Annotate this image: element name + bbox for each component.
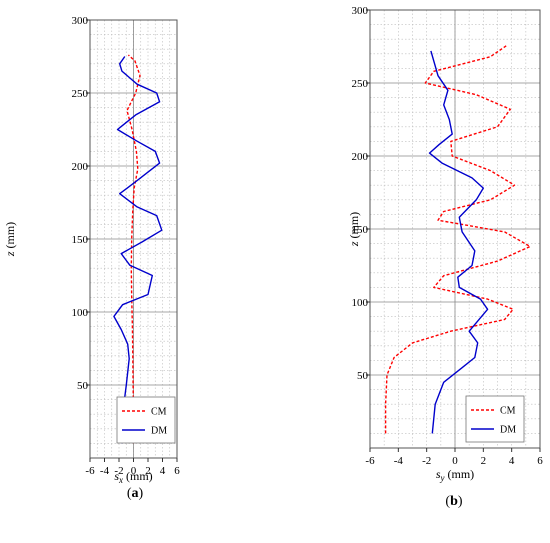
panel-b-y-tick-label: 100: [352, 297, 369, 309]
panel-a-chart: -6 -4 -2 0 2 4 6 50 100 150 200 250 300 sx (mm) z (mm)…: [3, 15, 180, 501]
panel-a-y-axis-label: z (mm): [3, 222, 17, 257]
panel-b-y-tick-label: 250: [352, 78, 369, 90]
panel-b-y-tick-label: 300: [352, 5, 369, 17]
panel-b-legend: CM DM: [465, 395, 525, 443]
panel-b-x-tick-label: -2: [422, 455, 431, 467]
panel-a-x-tick-label: -6: [85, 465, 95, 477]
panel-b-y-tick-label: 150: [352, 224, 369, 236]
panel-a-x-tick-label: 2: [145, 465, 151, 477]
panel-a-x-tick-label: -2: [114, 465, 123, 477]
panel-a-legend-label-cm: CM: [151, 407, 167, 418]
panel-b-x-tick-label: 4: [509, 455, 515, 467]
panel-b-legend-box: [465, 395, 525, 443]
panel-b-series-dm-line: [428, 50, 489, 434]
panel-a-y-tick-label: 150: [72, 234, 89, 246]
panel-a-panel-label: (a): [127, 486, 144, 501]
panel-b-y-tick-label: 200: [352, 151, 369, 163]
panel-b-legend-label-cm: CM: [500, 406, 516, 417]
panel-a-y-tick-label: 200: [72, 161, 89, 173]
panel-b-x-axis-label: sy (mm): [436, 467, 474, 483]
panel-b-series-cm-line: [384, 44, 531, 434]
panel-a-legend-label-dm: DM: [151, 426, 167, 437]
panel-b-y-tick-label: 50: [357, 370, 369, 382]
panel-b-x-tick-label: 0: [452, 455, 458, 467]
panel-b-legend-label-dm: DM: [500, 425, 516, 436]
panel-a-y-tick-label: 50: [77, 380, 89, 392]
panel-a-x-tick-label: 0: [131, 465, 137, 477]
panel-b-y-axis-label: z (mm): [347, 212, 361, 247]
panel-b-x-tick-label: -4: [394, 455, 404, 467]
panel-a-x-axis-label: sx (mm): [114, 469, 152, 485]
panel-b-x-tick-label: 2: [481, 455, 487, 467]
panel-a-y-tick-label: 250: [72, 88, 89, 100]
panel-b-chart: -6 -4 -2 0 2 4 6 50 100 150 200 250 300 sy (mm) z (mm)…: [347, 5, 543, 509]
panel-a-y-tick-label: 100: [72, 307, 89, 319]
panel-b-x-tick-label: -6: [365, 455, 375, 467]
panel-b-panel-label: (b): [445, 494, 462, 509]
panel-a-legend: CM DM: [116, 396, 176, 444]
panel-a-series-cm-line: [126, 54, 141, 444]
panel-a-series-dm-line: [113, 56, 163, 444]
panel-a-x-tick-label: -4: [100, 465, 110, 477]
panel-a-legend-box: [116, 396, 176, 444]
panel-b-x-tick-label: 6: [537, 455, 543, 467]
panel-a-x-tick-label: 4: [160, 465, 166, 477]
panel-a-y-tick-label: 300: [72, 15, 89, 27]
panel-a-x-tick-label: 6: [174, 465, 180, 477]
